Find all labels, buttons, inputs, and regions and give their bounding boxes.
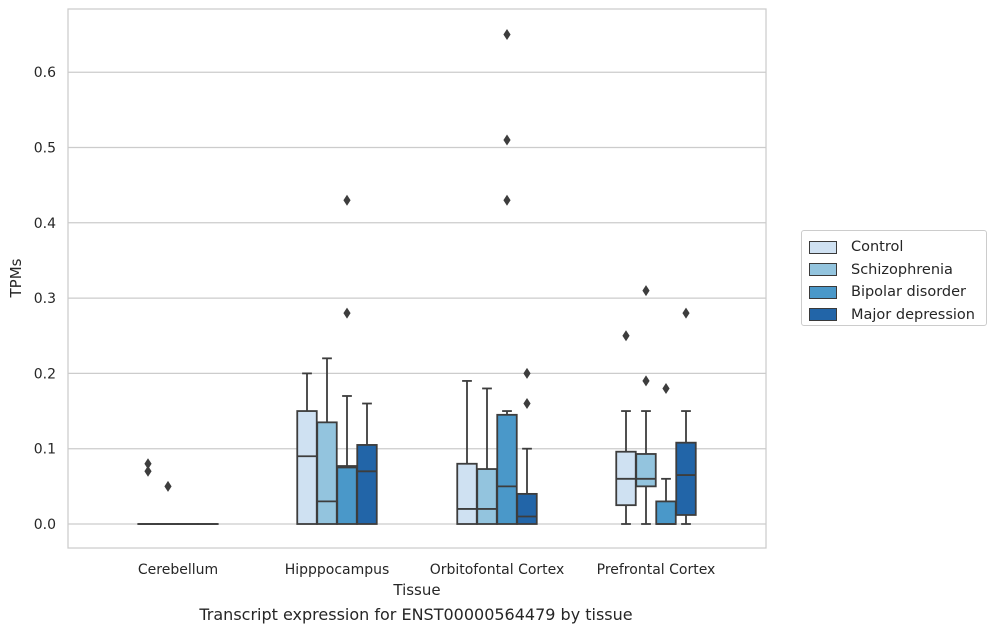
x-axis-title: Tissue [392,581,440,599]
box-control [615,330,637,525]
box-body [516,492,538,525]
legend-swatch-schizophrenia [809,263,837,277]
outlier-point [144,458,152,470]
legend-item-major-depression: Major depression [809,304,986,327]
legend-swatch-control [809,240,837,254]
y-tick-label: 0.1 [34,442,56,458]
box-schizophrenia [635,285,657,525]
y-tick-label: 0.2 [34,366,56,382]
box-major-depression [516,367,538,525]
legend-label-major-depression: Major depression [851,306,975,323]
box-body [336,465,358,525]
outlier-point [642,285,650,297]
x-tick-label: Hipppocampus [285,562,390,578]
box-plot-marks [137,29,697,525]
legend-label-control: Control [851,239,904,256]
box-bipolar-disorder [336,194,358,525]
x-tick-label: Orbitofontal Cortex [430,562,565,578]
outlier-point [343,307,351,319]
x-tick-label: Prefrontal Cortex [597,562,716,578]
outlier-point [523,398,531,410]
outlier-point [144,465,152,477]
legend-swatch-bipolar-disorder [809,285,837,299]
box-body [356,444,378,525]
box-body [316,421,338,525]
box-schizophrenia [476,387,498,525]
box-body [635,453,657,488]
x-tick-label: Cerebellum [138,562,218,578]
legend-label-schizophrenia: Schizophrenia [851,261,953,278]
box-body [456,462,478,525]
y-tick-label: 0.3 [34,291,56,307]
outlier-point [503,134,511,146]
y-tick-label: 0.6 [34,65,56,81]
y-axis-title: TPMs [7,258,25,298]
legend-label-bipolar-disorder: Bipolar disorder [851,284,966,301]
y-tick-labels: 0.0 0.1 0.2 0.3 0.4 0.5 0.6 [34,65,56,533]
legend-swatch-major-depression [809,308,837,322]
box-major-depression [675,307,697,525]
outlier-point [503,29,511,41]
box-control [456,380,478,525]
box-body [675,441,697,516]
box-schizophrenia [157,480,179,525]
legend-item-control: Control [809,236,986,259]
x-tick-labels: Cerebellum Hipppocampus Orbitofontal Corte… [138,562,715,578]
box-body [496,413,518,525]
box-major-depression [356,402,378,525]
outlier-point [682,307,690,319]
y-tick-label: 0.0 [34,517,56,533]
legend: Control Schizophrenia Bipolar disorder M… [801,230,987,326]
box-bipolar-disorder [655,382,677,525]
box-control [296,372,318,525]
legend-item-bipolar-disorder: Bipolar disorder [809,281,986,304]
legend-item-schizophrenia: Schizophrenia [809,259,986,282]
outlier-point [343,194,351,206]
box-body [476,468,498,525]
gridlines [68,71,766,525]
outlier-point [523,367,531,379]
outlier-point [662,382,670,394]
chart-title: Transcript expression for ENST0000056447… [199,605,633,624]
outlier-point [164,480,172,492]
outlier-point [642,375,650,387]
box-schizophrenia [316,357,338,525]
outlier-point [503,194,511,206]
box-bipolar-disorder [496,29,518,525]
y-tick-label: 0.4 [34,216,56,232]
box-body [655,500,677,525]
y-tick-label: 0.5 [34,141,56,157]
plot-frame [67,8,767,549]
outlier-point [622,330,630,342]
box-body [296,410,318,525]
box-control [137,458,159,525]
